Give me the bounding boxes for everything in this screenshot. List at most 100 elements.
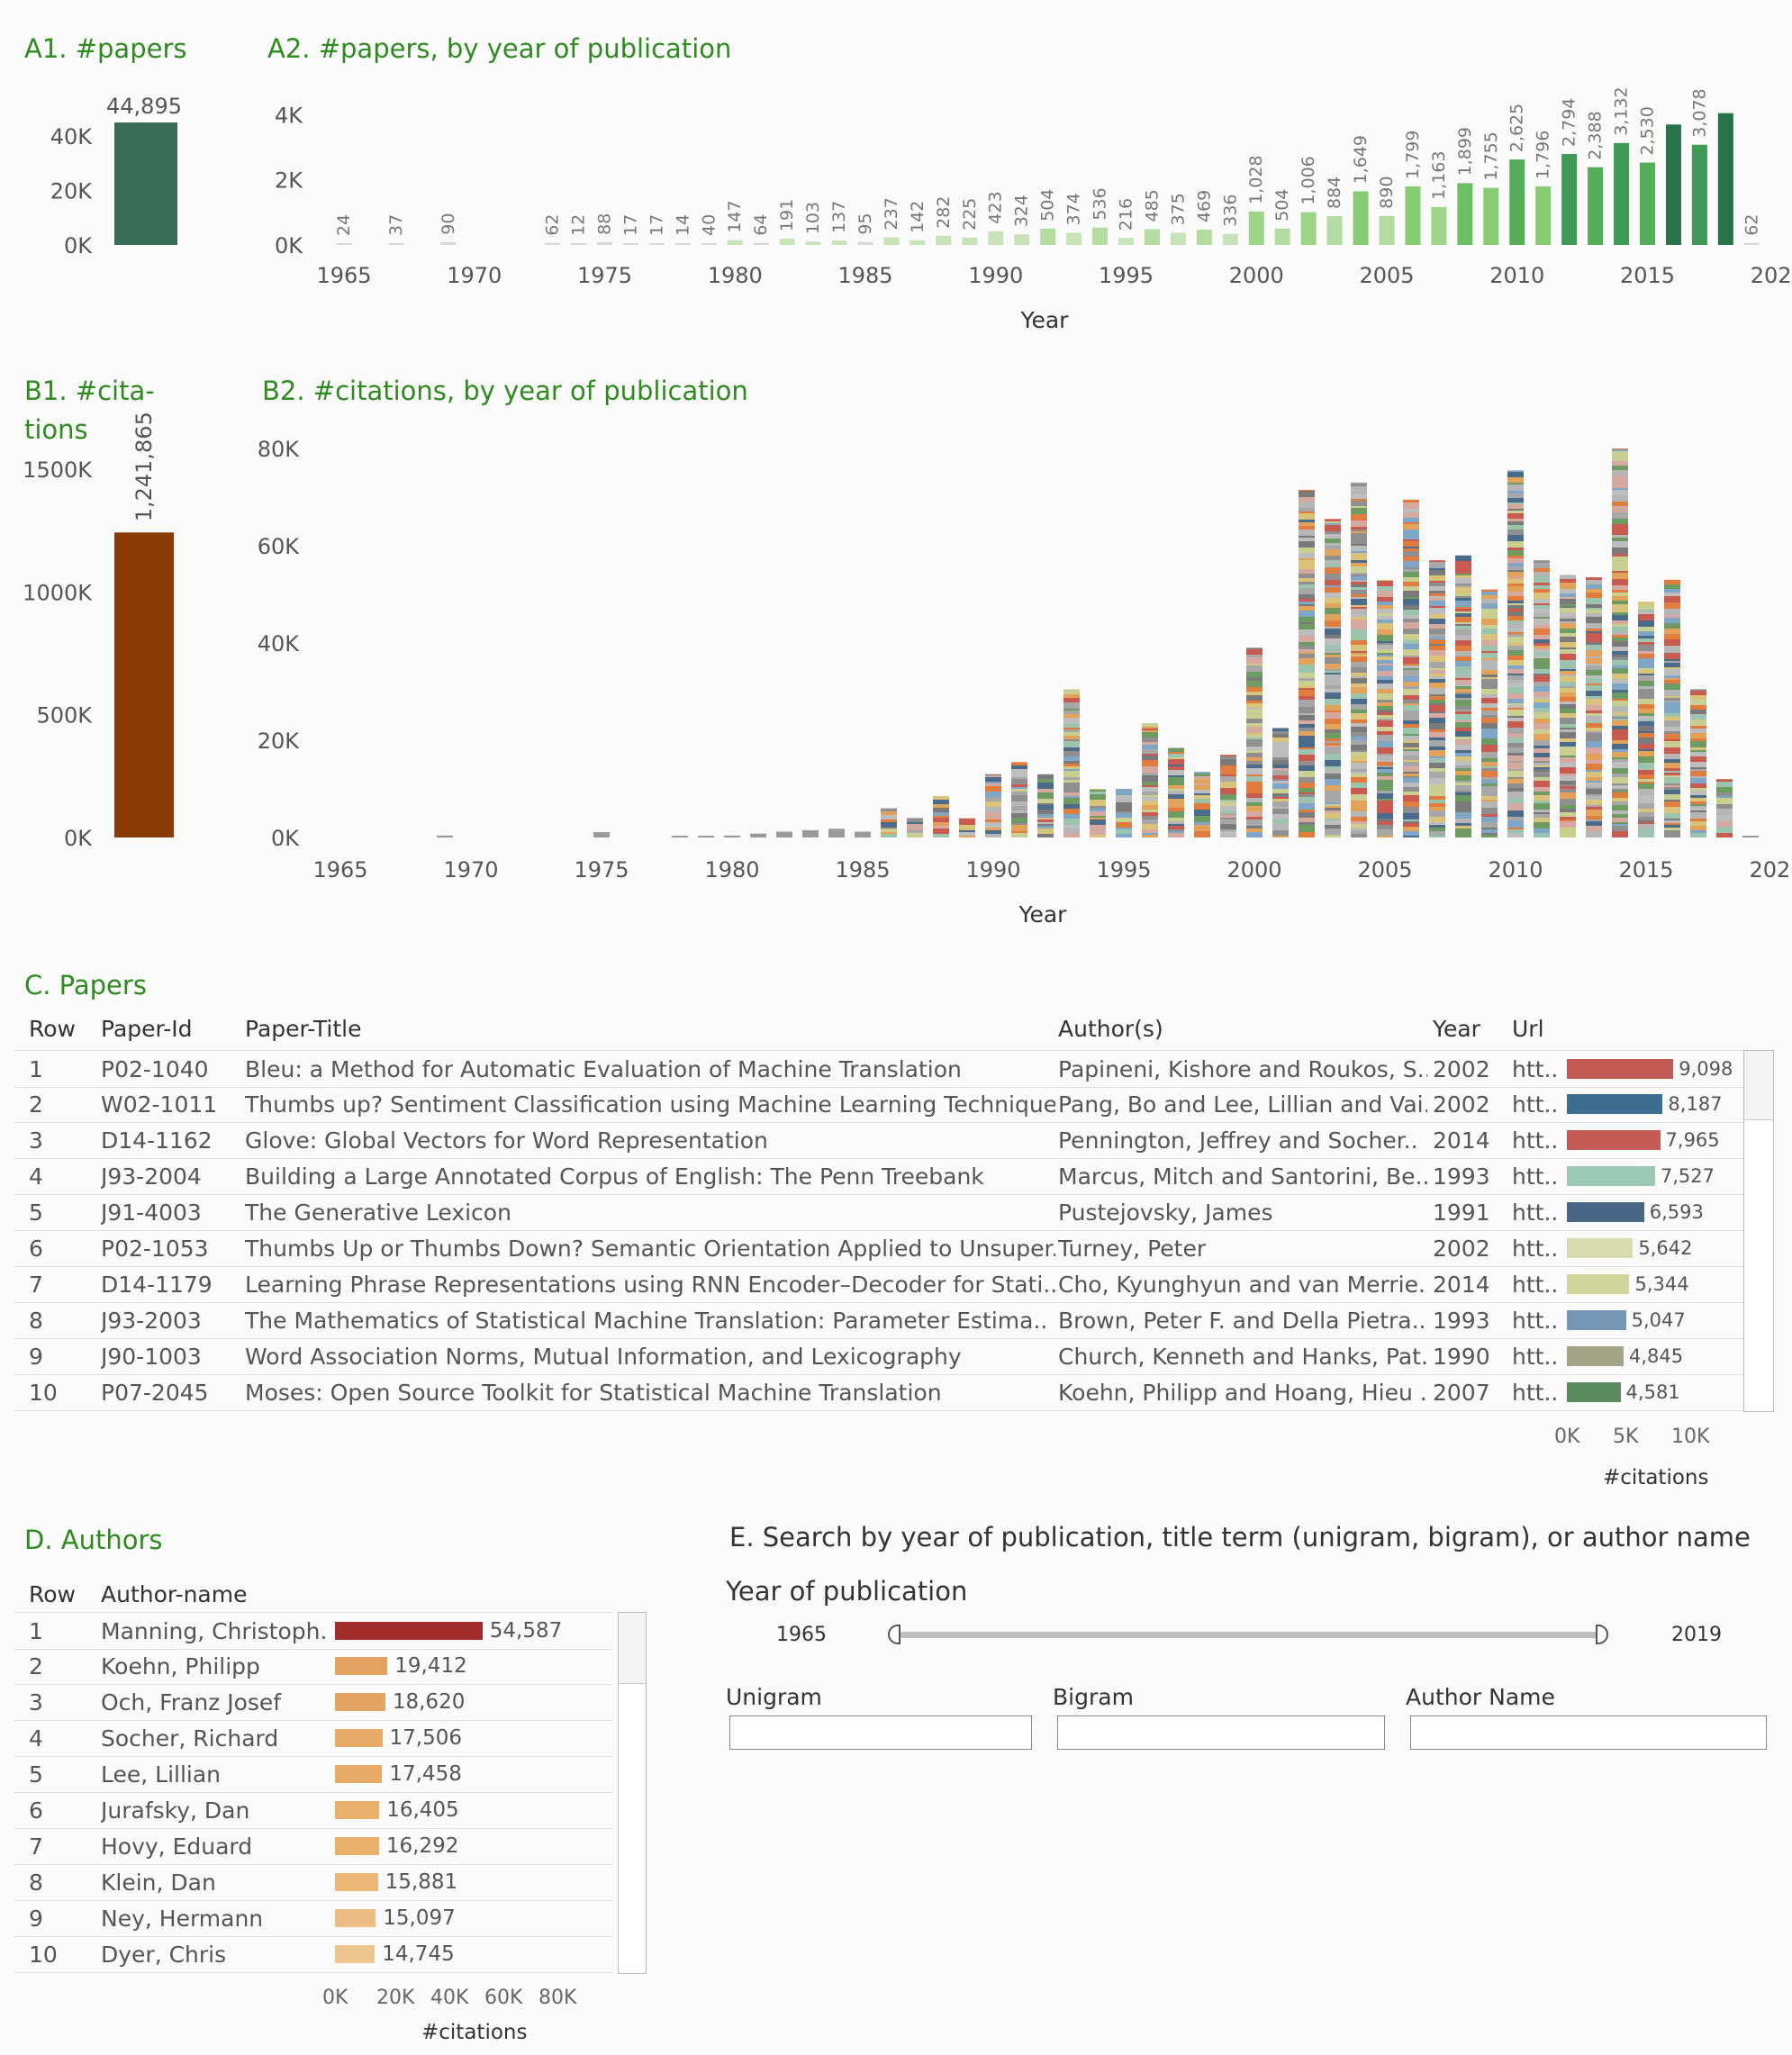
paper-url-link[interactable]: htt.. xyxy=(1512,1056,1559,1082)
table-row[interactable]: 8 Klein, Dan 15,881 xyxy=(14,1864,612,1901)
paper-authors-cell: Marcus, Mitch and Santorini, Be.. xyxy=(1058,1163,1427,1190)
unigram-input[interactable] xyxy=(729,1716,1032,1750)
paper-citations-bar xyxy=(1567,1202,1644,1222)
b2-bar-segment xyxy=(1481,796,1498,800)
b2-bar-segment xyxy=(1403,795,1419,801)
paper-url-link[interactable]: htt.. xyxy=(1512,1272,1559,1298)
b2-bar-segment xyxy=(1612,627,1628,631)
table-row[interactable]: 7 Hovy, Eduard 16,292 xyxy=(14,1828,612,1865)
b2-bar-segment xyxy=(1063,814,1080,819)
slider-handle-max[interactable] xyxy=(1596,1625,1608,1644)
b2-bar-segment xyxy=(1194,825,1210,831)
table-row[interactable]: 6 P02-1053 Thumbs Up or Thumbs Down? Seman… xyxy=(14,1230,1743,1267)
paper-url-link[interactable]: htt.. xyxy=(1512,1091,1559,1118)
b2-bar-segment xyxy=(1246,811,1263,817)
authors-scroll-thumb[interactable] xyxy=(619,1613,646,1684)
b2-bar-segment xyxy=(1455,706,1471,710)
b2-bar-segment xyxy=(1194,772,1210,774)
table-row[interactable]: 4 Socher, Richard 17,506 xyxy=(14,1720,612,1757)
table-row[interactable]: 10 P07-2045 Moses: Open Source Toolkit for… xyxy=(14,1374,1743,1411)
table-row[interactable]: 7 D14-1179 Learning Phrase Representations… xyxy=(14,1266,1743,1303)
paper-url-link[interactable]: htt.. xyxy=(1512,1344,1559,1370)
bigram-label: Bigram xyxy=(1053,1684,1134,1710)
b2-bar-segment xyxy=(1037,834,1054,837)
a2-bar xyxy=(1092,227,1109,245)
paper-url-link[interactable]: htt.. xyxy=(1512,1200,1559,1226)
paper-url-link[interactable]: htt.. xyxy=(1512,1163,1559,1190)
table-row[interactable]: 10 Dyer, Chris 14,745 xyxy=(14,1936,612,1973)
b2-bar-segment xyxy=(1716,815,1733,821)
b2-bar-segment xyxy=(1664,731,1680,734)
year-range-slider[interactable] xyxy=(888,1625,1608,1646)
paper-url-link[interactable]: htt.. xyxy=(1512,1236,1559,1262)
author-citations-bar xyxy=(335,1801,380,1819)
b2-bar-segment xyxy=(1325,712,1341,719)
table-row[interactable]: 2 W02-1011 Thumbs up? Sentiment Classifica… xyxy=(14,1086,1743,1123)
table-row[interactable]: 6 Jurafsky, Dan 16,405 xyxy=(14,1792,612,1829)
b2-bar-segment xyxy=(1507,650,1524,656)
b2-bar-segment xyxy=(1351,834,1367,836)
b2-bar-segment xyxy=(1507,484,1524,491)
b2-bar-segment xyxy=(1429,688,1445,694)
table-row[interactable]: 4 J93-2004 Building a Large Annotated Corp… xyxy=(14,1158,1743,1195)
b2-bar xyxy=(437,835,453,837)
b1-value-label: 1,241,865 xyxy=(131,412,157,521)
a2-xtick: 1975 xyxy=(577,263,632,288)
b2-bar-segment xyxy=(1455,661,1471,666)
b2-bar-segment xyxy=(1168,770,1184,775)
b2-bar-segment xyxy=(1455,596,1471,598)
table-row[interactable]: 1 Manning, Christoph.. 54,587 xyxy=(14,1612,612,1650)
paper-url-link[interactable]: htt.. xyxy=(1512,1127,1559,1154)
a2-bar xyxy=(1170,232,1186,245)
table-row[interactable]: 5 Lee, Lillian 17,458 xyxy=(14,1756,612,1793)
papers-scrollbar[interactable] xyxy=(1743,1050,1774,1412)
table-row[interactable]: 9 Ney, Hermann 15,097 xyxy=(14,1900,612,1937)
b2-bar-segment xyxy=(1011,825,1027,831)
author-row-cell: 2 xyxy=(29,1653,43,1679)
slider-handle-min[interactable] xyxy=(888,1625,901,1644)
a2-value-label: 504 xyxy=(1272,189,1292,222)
b2-bar-segment xyxy=(1325,614,1341,619)
b2-bar-segment xyxy=(1455,585,1471,587)
b2-bar-segment xyxy=(1011,795,1027,801)
b2-bar-segment xyxy=(1455,601,1471,607)
author-name-input[interactable] xyxy=(1410,1716,1767,1750)
b2-bar-segment xyxy=(1220,803,1236,806)
bigram-input[interactable] xyxy=(1057,1716,1385,1750)
table-row[interactable]: 2 Koehn, Philipp 19,412 xyxy=(14,1648,612,1685)
b2-bar-segment xyxy=(1612,620,1628,624)
b2-bar-segment xyxy=(1455,656,1471,661)
a2-bar xyxy=(727,240,743,245)
table-row[interactable]: 1 P02-1040 Bleu: a Method for Automatic Ev… xyxy=(14,1050,1743,1088)
b2-bar-segment xyxy=(1507,558,1524,563)
b2-bar-segment xyxy=(1090,818,1106,819)
b2-bar-segment xyxy=(1168,759,1184,765)
table-row[interactable]: 8 J93-2003 The Mathematics of Statistical … xyxy=(14,1302,1743,1339)
paper-url-link[interactable]: htt.. xyxy=(1512,1380,1559,1406)
b2-bar-segment xyxy=(1507,708,1524,710)
table-row[interactable]: 3 Och, Franz Josef 18,620 xyxy=(14,1684,612,1721)
paper-authors-cell: Pustejovsky, James xyxy=(1058,1200,1273,1226)
b2-bar-segment xyxy=(1455,646,1471,651)
b2-bar-segment xyxy=(1507,637,1524,643)
b2-bar-segment xyxy=(1534,669,1550,674)
a2-value-label: 423 xyxy=(986,191,1006,223)
b2-bar-segment xyxy=(985,813,1001,819)
table-row[interactable]: 3 D14-1162 Glove: Global Vectors for Word … xyxy=(14,1122,1743,1159)
b2-bar-segment xyxy=(1586,733,1602,737)
b2-bar-segment xyxy=(1011,801,1027,806)
b1-ytick: 1500K xyxy=(23,457,93,483)
b2-bar-segment xyxy=(1690,806,1706,808)
paper-url-link[interactable]: htt.. xyxy=(1512,1308,1559,1334)
table-row[interactable]: 5 J91-4003 The Generative Lexicon Pustejovs… xyxy=(14,1194,1743,1231)
b2-bar-segment xyxy=(1664,763,1680,768)
b2-bar-segment xyxy=(1246,774,1263,776)
authors-scrollbar[interactable] xyxy=(618,1612,647,1974)
papers-scroll-thumb[interactable] xyxy=(1744,1051,1773,1120)
b2-bar-segment xyxy=(1507,535,1524,541)
a1-title: A1. #papers xyxy=(24,33,187,64)
table-row[interactable]: 9 J90-1003 Word Association Norms, Mutual … xyxy=(14,1338,1743,1375)
b2-bar-segment xyxy=(1351,488,1367,494)
b2-bar-segment xyxy=(1638,801,1654,803)
b2-bar-segment xyxy=(1586,670,1602,675)
